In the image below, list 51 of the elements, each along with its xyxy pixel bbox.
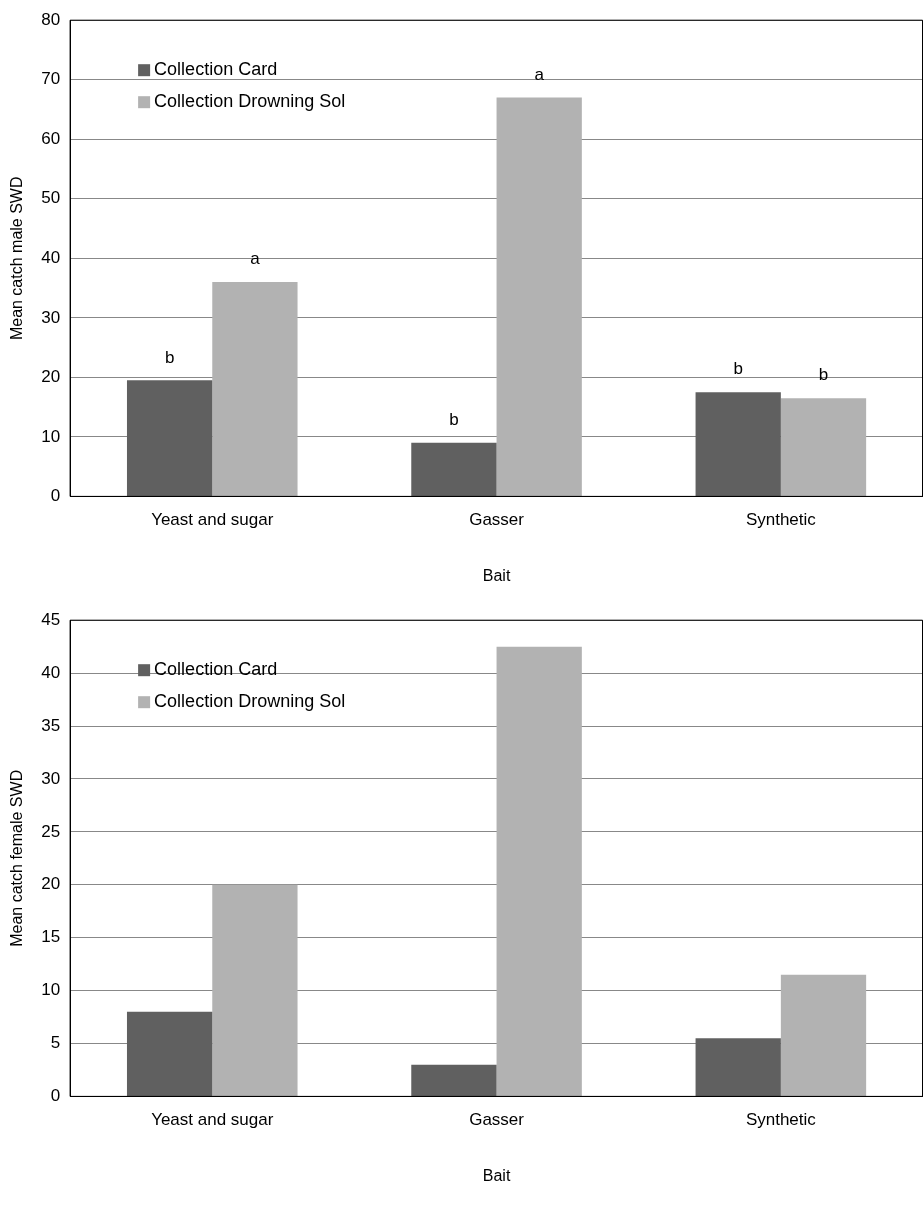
legend-label: Collection Drowning Sol	[154, 691, 346, 712]
bar	[212, 884, 298, 1096]
x-tick-label: Gasser	[469, 510, 525, 530]
bar	[411, 1064, 497, 1096]
x-tick-label: Synthetic	[745, 1110, 817, 1130]
x-tick-label: Yeast and sugar	[151, 510, 274, 530]
annotation: a	[534, 64, 545, 84]
x-tick-label: Synthetic	[745, 510, 817, 530]
annotation: b	[449, 410, 459, 430]
x-tick-label: Yeast and sugar	[151, 1110, 274, 1130]
legend-label: Collection Card	[154, 59, 278, 80]
annotation: a	[250, 249, 261, 269]
y-tick-label: 40	[41, 662, 61, 682]
y-tick-label: 10	[41, 980, 61, 1000]
y-tick-label: 70	[41, 69, 61, 89]
legend-label: Collection Card	[154, 659, 278, 680]
y-tick-label: 40	[41, 247, 61, 267]
y-tick-label: 30	[41, 768, 61, 788]
y-axis-title: Mean catch female SWD	[8, 769, 26, 947]
y-axis-title: Mean catch male SWD	[8, 176, 26, 341]
y-tick-label: 20	[41, 874, 61, 894]
legend-label: Collection Drowning Sol	[154, 91, 346, 112]
bar	[695, 1038, 781, 1096]
y-tick-label: 80	[41, 9, 61, 29]
bar	[212, 282, 298, 496]
y-tick-label: 0	[50, 1086, 61, 1106]
y-tick-label: 50	[41, 188, 61, 208]
bar	[780, 398, 867, 496]
annotation: b	[164, 347, 175, 367]
y-tick-label: 5	[50, 1033, 61, 1053]
bar	[496, 97, 582, 496]
y-tick-label: 45	[41, 609, 61, 629]
annotation: b	[733, 359, 743, 379]
y-tick-label: 30	[41, 307, 61, 327]
bar	[126, 1011, 213, 1096]
annotation: b	[818, 365, 829, 385]
y-tick-label: 20	[41, 367, 61, 387]
x-axis-title: Bait	[482, 1166, 511, 1184]
x-tick-label: Gasser	[469, 1110, 525, 1130]
y-tick-label: 60	[41, 128, 61, 148]
bar	[780, 974, 867, 1096]
y-tick-label: 25	[41, 821, 61, 841]
y-tick-label: 10	[41, 426, 61, 446]
x-axis-title: Bait	[482, 566, 511, 584]
y-tick-label: 15	[41, 927, 61, 947]
y-tick-label: 35	[41, 715, 61, 735]
y-tick-label: 0	[50, 486, 61, 506]
bar	[496, 646, 582, 1096]
bar	[126, 380, 213, 496]
bar	[411, 442, 497, 496]
bar	[695, 392, 781, 496]
